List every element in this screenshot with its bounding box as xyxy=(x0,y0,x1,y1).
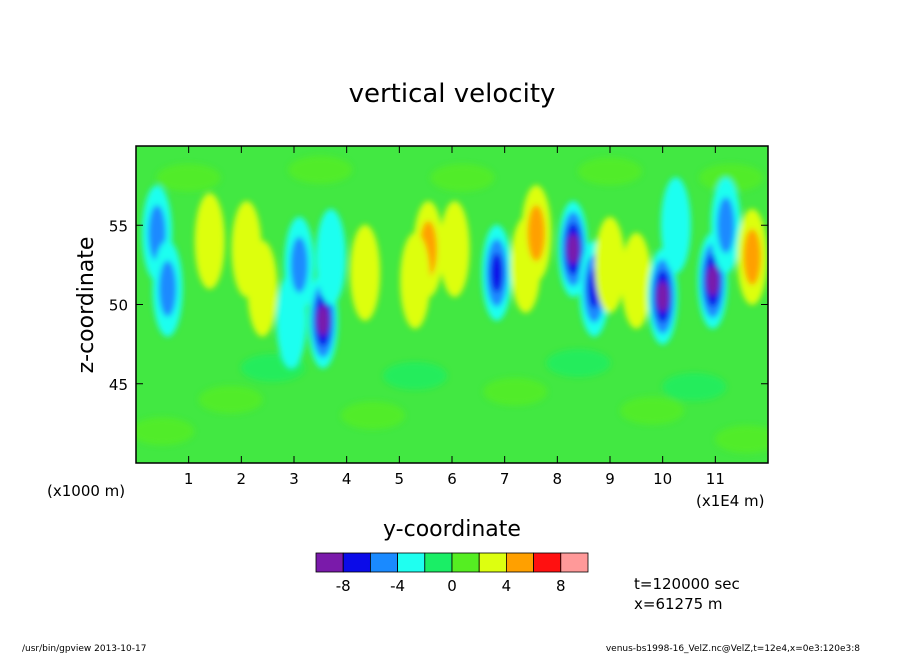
plot-area xyxy=(136,146,768,463)
x-tick-label: 3 xyxy=(289,470,299,488)
field-feature xyxy=(315,208,346,305)
field-patch xyxy=(483,377,548,406)
field-patch xyxy=(383,361,448,390)
footer-right: venus-bs1998-16_VelZ.nc@VelZ,t=12e4,x=0e… xyxy=(606,644,860,654)
field-patch xyxy=(546,349,611,378)
field-feature xyxy=(490,253,503,293)
field-feature xyxy=(660,177,691,274)
x-units-left: (x1000 m) xyxy=(47,482,125,500)
field-feature xyxy=(158,260,177,317)
field-feature xyxy=(527,205,546,262)
field-feature xyxy=(717,197,735,254)
field-feature xyxy=(439,201,470,298)
field-patch xyxy=(714,425,768,454)
field-patch xyxy=(156,163,221,192)
x-tick-label: 11 xyxy=(706,470,725,488)
position-annotation: x=61275 m xyxy=(634,595,723,613)
colorbar-swatch xyxy=(478,552,507,573)
y-tick-label: 50 xyxy=(109,297,128,315)
x-tick-label: 1 xyxy=(184,470,194,488)
x-tick-label: 5 xyxy=(395,470,405,488)
field-feature xyxy=(595,216,625,313)
x-tick-label: 2 xyxy=(237,470,247,488)
field-feature xyxy=(290,236,309,293)
colorbar-swatch xyxy=(560,552,589,573)
colorbar-swatch xyxy=(505,552,534,573)
field-feature xyxy=(621,232,652,329)
colorbar-swatch xyxy=(342,552,371,573)
x-tick-label: 7 xyxy=(500,470,510,488)
y-axis: 45 50 55 xyxy=(109,217,768,394)
field-patch xyxy=(341,401,405,430)
colorbar-swatch xyxy=(315,552,344,573)
field-patch xyxy=(198,385,263,414)
field-patch xyxy=(620,396,685,425)
footer-left: /usr/bin/gpview 2013-10-17 xyxy=(22,644,146,654)
time-annotation: t=120000 sec xyxy=(634,575,740,593)
colorbar-tick-label: 8 xyxy=(556,577,566,595)
field-patch xyxy=(288,155,353,184)
colorbar-tick-label: 0 xyxy=(447,577,457,595)
y-tick-label: 55 xyxy=(109,217,128,235)
colorbar-swatch xyxy=(533,552,562,573)
x-tick-label: 6 xyxy=(447,470,457,488)
field-patch xyxy=(136,417,195,446)
colorbar-swatch xyxy=(397,552,426,573)
colorbar-swatch xyxy=(369,552,398,573)
x-units-right: (x1E4 m) xyxy=(696,492,765,510)
colorbar-tick-label: 4 xyxy=(502,577,512,595)
colorbar-swatch xyxy=(451,552,480,573)
colorbar: -8 -4 0 4 8 xyxy=(315,552,589,595)
field-patch xyxy=(699,163,764,192)
x-axis: 1 2 3 4 5 6 7 8 9 10 11 xyxy=(184,146,725,488)
chart-title: vertical velocity xyxy=(349,79,556,109)
x-tick-label: 8 xyxy=(553,470,563,488)
colorbar-swatch xyxy=(424,552,453,573)
field-feature xyxy=(656,281,669,312)
field-feature xyxy=(247,240,278,337)
field-feature xyxy=(400,232,431,329)
y-axis-label: z-coordinate xyxy=(74,237,99,374)
colorbar-tick-label: -4 xyxy=(390,577,405,595)
field-patch xyxy=(430,163,495,192)
field-feature xyxy=(350,224,381,321)
field-feature xyxy=(194,193,225,290)
field-feature xyxy=(567,233,580,265)
y-tick-label: 45 xyxy=(109,376,128,394)
colorbar-tick-label: -8 xyxy=(336,577,351,595)
field-feature xyxy=(706,265,719,296)
field-patch xyxy=(662,372,727,401)
field-feature xyxy=(743,228,761,285)
field-patch xyxy=(578,157,642,186)
field-feature xyxy=(316,305,329,336)
x-tick-label: 10 xyxy=(653,470,672,488)
x-tick-label: 4 xyxy=(342,470,352,488)
x-tick-label: 9 xyxy=(605,470,615,488)
x-axis-label: y-coordinate xyxy=(383,517,521,542)
